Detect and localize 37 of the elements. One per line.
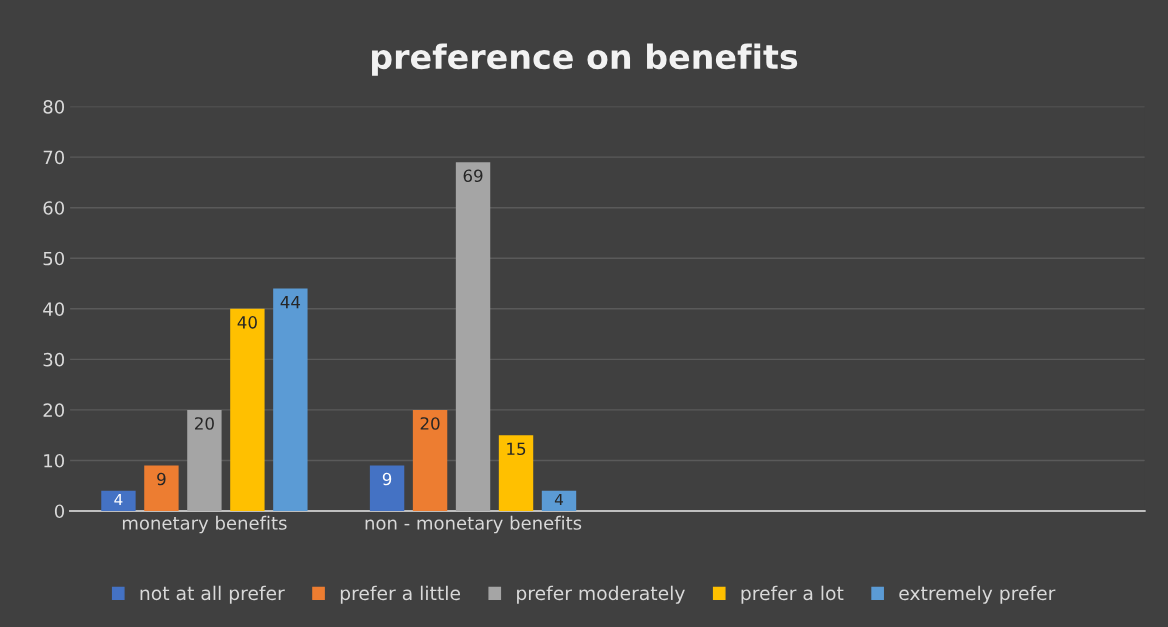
y-tick-label: 30 [43,352,65,367]
data-label: 15 [507,442,526,456]
bar [101,490,136,511]
y-tick-label: 60 [43,201,65,215]
y-tick-label: 10 [44,453,65,468]
bar [230,308,265,511]
data-label: 44 [280,296,301,309]
y-tick-label: 50 [43,251,65,266]
legend-label: not at all prefer [140,585,285,604]
bar [369,465,405,511]
bar [144,465,179,511]
bar [187,409,222,511]
data-label: 20 [420,417,440,430]
bar [455,162,491,511]
x-tick-label: monetary benefits [122,515,287,534]
legend-label: prefer a lot [741,585,844,604]
bar [412,409,448,511]
y-tick-label: 40 [43,302,65,316]
legend-label: extremely prefer [899,585,1056,604]
chart-title: preference on benefits [372,43,798,76]
bar [541,490,577,511]
y-tick-label: 70 [43,150,65,165]
data-label: 9 [382,472,392,486]
data-label: 9 [157,472,166,486]
legend-label: prefer moderately [517,585,685,604]
data-label: 4 [114,493,123,506]
y-tick-label: 80 [43,100,65,114]
y-tick-label: 20 [43,403,65,418]
y-tick-label: 0 [54,504,65,519]
data-label: 4 [554,493,564,506]
bar [498,435,534,511]
bar [273,288,308,511]
x-tick-label: non - monetary benefits [365,515,582,534]
data-label: 69 [463,169,483,183]
data-label: 40 [237,316,257,329]
legend-label: prefer a little [340,585,461,604]
data-label: 20 [195,417,214,430]
